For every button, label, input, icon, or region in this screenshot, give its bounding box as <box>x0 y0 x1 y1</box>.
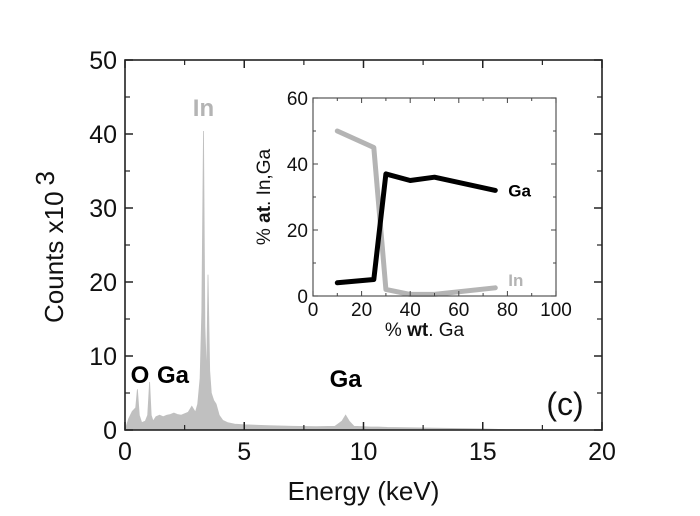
inset-x-tick-label: 80 <box>497 300 518 321</box>
inset-y-tick-label: 0 <box>297 287 308 308</box>
inset-x-title-part-3: . Ga <box>428 320 464 341</box>
inset-line-ga <box>334 171 498 286</box>
inset-y-title-part-2: at <box>254 205 275 223</box>
inset-y-tick-labels: 0 20 40 60 <box>287 89 308 308</box>
inset-x-tick-label: 0 <box>308 300 319 321</box>
y-axis-title-main: Counts x10 <box>39 191 69 323</box>
y-tick-label: 50 <box>89 47 117 75</box>
inset-series-label-in: In <box>508 271 523 290</box>
inset-y-axis-title: % at. In,Ga <box>254 149 275 246</box>
inset-series-label-ga: Ga <box>508 181 531 200</box>
y-tick-label: 30 <box>89 195 117 223</box>
inset-y-tick-label: 20 <box>287 221 308 242</box>
y-tick-label: 40 <box>89 121 117 149</box>
inset-x-tick-label: 60 <box>448 300 469 321</box>
main-ticks <box>124 59 603 431</box>
peak-label-o: O <box>131 362 150 389</box>
panel-label: (c) <box>546 386 583 422</box>
x-tick-label: 10 <box>350 438 378 466</box>
inset-y-title-part-3: . In,Ga <box>254 149 275 206</box>
inset-y-title-part-1: % <box>254 223 275 245</box>
inset-line-in <box>334 128 498 297</box>
peak-label-in: In <box>193 95 214 122</box>
y-tick-label: 10 <box>89 343 117 371</box>
inset-x-tick-label: 100 <box>540 300 572 321</box>
x-tick-label: 5 <box>237 438 251 466</box>
x-tick-label: 15 <box>469 438 497 466</box>
y-tick-label: 20 <box>89 269 117 297</box>
y-axis-title-superscript: 3 <box>30 171 60 185</box>
spectrum-area <box>124 130 603 431</box>
inset-x-tick-label: 20 <box>351 300 372 321</box>
inset-x-tick-label: 40 <box>400 300 421 321</box>
inset-x-axis-title: % wt. Ga <box>385 320 465 341</box>
inset-background <box>313 98 556 296</box>
main-x-tick-labels: 0 5 10 15 20 <box>118 438 616 466</box>
inset-x-title-part-2: wt <box>406 320 429 341</box>
inset-ticks <box>312 97 557 297</box>
inset-y-tick-label: 40 <box>287 155 308 176</box>
inset-series-labels: In Ga <box>508 181 531 289</box>
inset-x-tick-labels: 0 20 40 60 80 100 <box>308 300 572 321</box>
inset-plot: 0 20 40 60 80 100 0 20 40 60 % wt. Ga % at. In,G… <box>254 89 572 341</box>
peak-label-ga: Ga <box>157 362 190 389</box>
inset-y-tick-label: 60 <box>287 89 308 110</box>
x-axis-title: Energy (keV) <box>288 476 440 506</box>
peak-labels: O Ga In Ga <box>131 95 363 393</box>
peak-label-ga: Ga <box>330 366 363 393</box>
inset-lines <box>334 128 498 297</box>
y-axis-title: Counts x10 3 <box>30 171 69 323</box>
x-tick-label: 0 <box>118 438 132 466</box>
y-tick-label: 0 <box>103 417 117 445</box>
inset-x-title-part-1: % <box>385 320 407 341</box>
x-tick-label: 20 <box>588 438 616 466</box>
main-y-tick-labels: 0 10 20 30 40 50 <box>89 47 117 445</box>
